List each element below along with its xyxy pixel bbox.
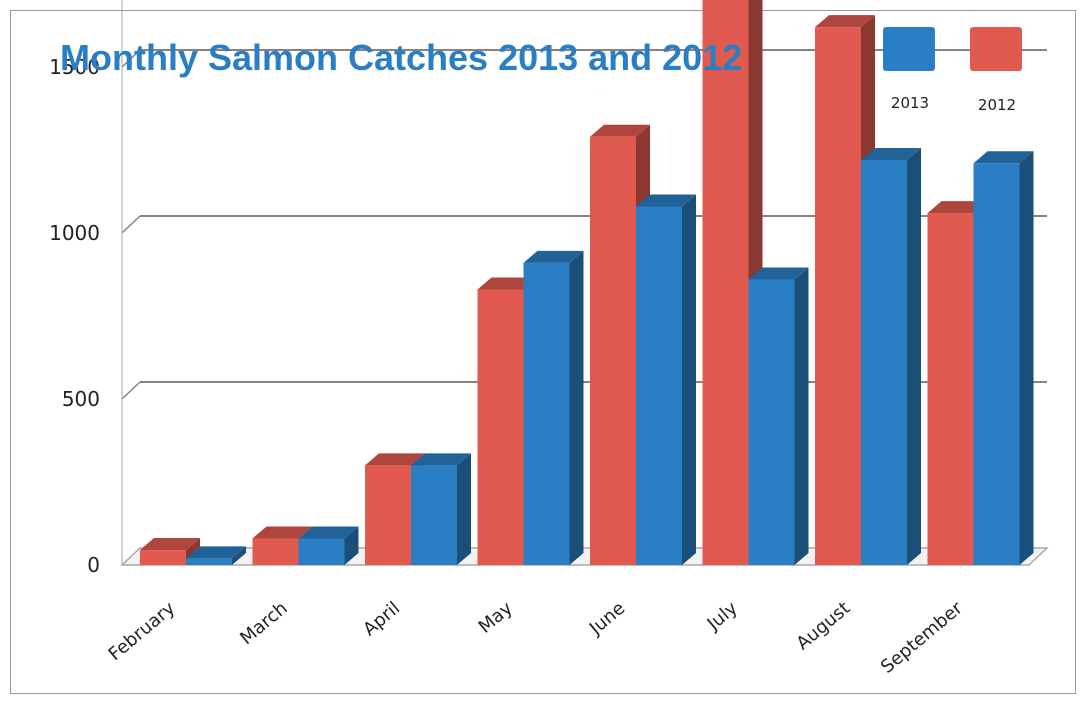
- chart-bars: [140, 0, 1034, 566]
- x-tick-label: May: [475, 598, 517, 638]
- bar-2013-april: [411, 453, 471, 565]
- bar-2013-may: [523, 250, 584, 565]
- bar-front: [815, 27, 861, 566]
- x-tick-label: March: [236, 598, 292, 649]
- legend-swatch-2012: [970, 27, 1022, 71]
- bar-top: [252, 526, 313, 539]
- bar-front: [140, 550, 186, 565]
- bar-top: [861, 147, 921, 160]
- bar-2013-june: [636, 194, 696, 565]
- bar-front: [702, 0, 749, 565]
- bar-front: [298, 538, 345, 565]
- bar-side: [1019, 151, 1034, 565]
- bar-top: [186, 546, 246, 559]
- gridline-left-edge: [121, 215, 141, 234]
- y-tick-label: 1000: [49, 221, 100, 245]
- bar-front: [636, 206, 682, 565]
- bar-top: [815, 15, 875, 28]
- bar-side: [682, 194, 696, 565]
- bar-front: [927, 213, 974, 565]
- bar-top: [973, 151, 1034, 164]
- bar-side: [232, 546, 246, 565]
- bar-front: [590, 136, 636, 565]
- y-tick-label: 500: [62, 387, 100, 411]
- bar-front: [186, 558, 232, 565]
- bar-side: [569, 250, 584, 565]
- y-tick-label: 1500: [49, 55, 100, 79]
- x-tick-label: February: [105, 598, 180, 666]
- y-axis: 05001000150020002500: [49, 0, 123, 577]
- x-tick-label: April: [359, 598, 404, 641]
- bar-top: [477, 277, 538, 290]
- bar-front: [523, 262, 570, 565]
- legend-label-2013: 2013: [891, 94, 929, 112]
- bar-top: [365, 453, 425, 466]
- bar-top: [590, 124, 650, 137]
- bar-2013-february: [186, 546, 246, 565]
- bar-top: [523, 250, 584, 263]
- bar-2013-august: [861, 147, 921, 565]
- bar-front: [252, 538, 299, 565]
- bar-2013-july: [748, 267, 809, 565]
- bar-front: [411, 465, 457, 565]
- bar-side: [457, 453, 471, 565]
- bar-front: [973, 163, 1020, 565]
- bar-side: [344, 526, 359, 565]
- bar-front: [365, 465, 411, 565]
- y-tick-label: 0: [87, 553, 100, 577]
- bar-top: [636, 194, 696, 207]
- gridline-left-edge: [121, 49, 141, 68]
- x-tick-label: September: [877, 597, 967, 677]
- chart-title: Monthly Salmon Catches 2013 and 2012: [60, 37, 742, 78]
- bar-2013-september: [973, 151, 1034, 565]
- x-tick-label: July: [703, 598, 742, 636]
- bar-2013-march: [298, 526, 359, 565]
- bar-side: [794, 267, 809, 565]
- x-tick-label: June: [585, 598, 629, 640]
- bar-front: [477, 289, 524, 565]
- bar-top: [298, 526, 359, 539]
- bar-front: [748, 279, 795, 565]
- gridline-left-edge: [121, 381, 141, 400]
- bar-top: [748, 267, 809, 280]
- legend: 2013 2012: [883, 27, 1022, 114]
- bar-top: [411, 453, 471, 466]
- bar-top: [140, 538, 200, 551]
- bar-top: [927, 201, 988, 214]
- x-axis: February March April May June July August Septe…: [105, 597, 968, 677]
- bar-side: [907, 147, 921, 565]
- x-tick-label: August: [792, 598, 854, 655]
- legend-swatch-2013: [883, 27, 935, 71]
- bar-front: [861, 159, 907, 565]
- legend-label-2012: 2012: [978, 96, 1016, 114]
